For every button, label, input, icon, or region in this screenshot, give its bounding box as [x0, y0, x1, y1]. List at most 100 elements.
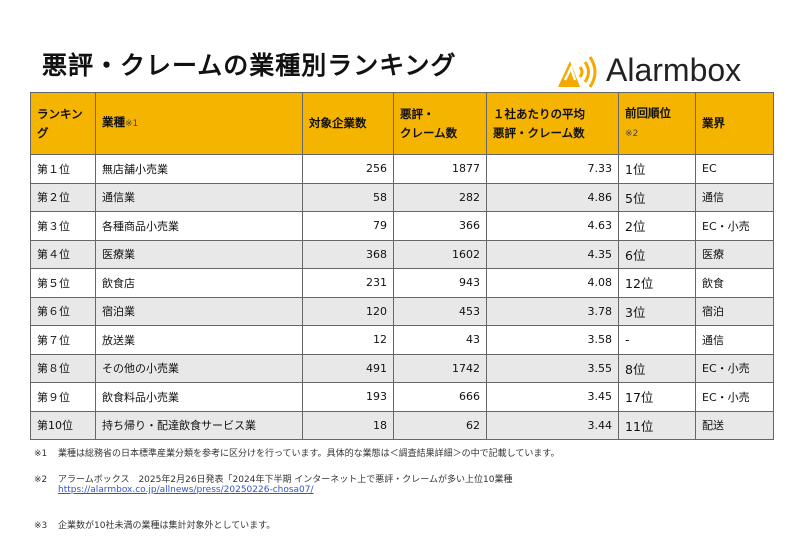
column-header: 対象企業数: [302, 92, 394, 155]
table-row: 第７位 放送業 12 43 3.58- 通信: [30, 325, 774, 355]
table-cell: 366: [393, 211, 487, 241]
table-cell: 第５位: [30, 268, 96, 298]
table-row: 第８位 その他の小売業 491 1742 3.55 8位 EC・小売: [30, 353, 774, 383]
table-cell: 12位: [618, 268, 696, 298]
table-cell: 3.78: [486, 296, 619, 326]
table-cell: 3.58: [486, 325, 619, 355]
table-cell: 1602: [393, 239, 487, 269]
table-cell: 4.35: [486, 239, 619, 269]
column-header: ランキング: [30, 92, 96, 155]
table-cell: EC: [695, 154, 774, 184]
table-cell: 453: [393, 296, 487, 326]
header-note: ※1: [125, 119, 139, 129]
table-cell: 193: [302, 382, 394, 412]
table-cell: EC・小売: [695, 353, 774, 383]
table-cell: 宿泊業: [95, 296, 303, 326]
table-cell: 4.86: [486, 182, 619, 212]
table-cell: 3.44: [486, 410, 619, 440]
note: ※1 業種は総務省の日本標準産業分類を参考に区分けを行っています。具体的な業態は＜…: [34, 446, 559, 459]
header-text: クレーム数: [400, 125, 458, 140]
table-row: 第３位 各種商品小売業 79 366 4.63 2位 EC・小売: [30, 211, 774, 241]
logo-icon: [558, 55, 597, 88]
header-row: ランキング 業種※1 対象企業数 悪評・ クレーム数 １社あたりの平均 悪評・クレーム数 前回…: [30, 92, 774, 155]
table-cell: 飲食料品小売業: [95, 382, 303, 412]
table-cell: EC・小売: [695, 382, 774, 412]
table-cell: -: [618, 325, 696, 355]
header-text: 業界: [702, 116, 725, 130]
header-text: １社あたりの平均: [493, 106, 585, 121]
table-cell: 第１位: [30, 154, 96, 184]
table-cell: 第３位: [30, 211, 96, 241]
table-row: 第５位 飲食店 231 943 4.08 12位 飲食: [30, 268, 774, 298]
table-cell: 宿泊: [695, 296, 774, 326]
table-row: 第９位 飲食料品小売業 193 666 3.45 17位 EC・小売: [30, 382, 774, 412]
table-cell: 1742: [393, 353, 487, 383]
table-cell: 飲食店: [95, 268, 303, 298]
note-text: 業種は総務省の日本標準産業分類を参考に区分けを行っています。具体的な業態は＜調査…: [58, 449, 560, 459]
table-cell: 282: [393, 182, 487, 212]
table-cell: 368: [302, 239, 394, 269]
note: ※2 アラームボックス 2025年2月26日発表「2024年下半期 インターネット…: [34, 472, 513, 495]
header-text: 悪評・クレーム数: [493, 125, 585, 140]
table-cell: 12: [302, 325, 394, 355]
table-cell: 通信: [695, 182, 774, 212]
table-row: 第10位 持ち帰り・配達飲食サービス業 18 62 3.44 11位 配送: [30, 410, 774, 440]
table-cell: 持ち帰り・配達飲食サービス業: [95, 410, 303, 440]
column-header: 業界: [695, 92, 774, 155]
note-text: アラームボックス 2025年2月26日発表「2024年下半期 インターネット上で…: [58, 475, 513, 485]
table-cell: 無店舗小売業: [95, 154, 303, 184]
table-cell: 4.08: [486, 268, 619, 298]
header-text: 対象企業数: [309, 116, 367, 130]
table-cell: 3.55: [486, 353, 619, 383]
table-cell: 231: [302, 268, 394, 298]
table-cell: 17位: [618, 382, 696, 412]
table-cell: 5位: [618, 182, 696, 212]
header-text: 業種: [102, 115, 125, 129]
table-cell: 通信業: [95, 182, 303, 212]
table-cell: 第７位: [30, 325, 96, 355]
logo: Alarmbox: [556, 52, 741, 89]
table-cell: 第２位: [30, 182, 96, 212]
header-text: ランキング: [37, 106, 83, 140]
ranking-table: ランキング 業種※1 対象企業数 悪評・ クレーム数 １社あたりの平均 悪評・クレーム数 前回…: [30, 92, 774, 440]
note-text: 企業数が10社未満の業種は集計対象外としています。: [58, 521, 276, 531]
table-cell: その他の小売業: [95, 353, 303, 383]
table-cell: 第６位: [30, 296, 96, 326]
table-cell: 配送: [695, 410, 774, 440]
table-cell: 3.45: [486, 382, 619, 412]
note: ※3 企業数が10社未満の業種は集計対象外としています。: [34, 518, 275, 531]
table-cell: 2位: [618, 211, 696, 241]
table-cell: 7.33: [486, 154, 619, 184]
column-header: 悪評・ クレーム数: [393, 92, 487, 155]
table-cell: 58: [302, 182, 394, 212]
table-row: 第２位 通信業 58 282 4.86 5位 通信: [30, 182, 774, 212]
note-mark: ※2: [34, 475, 48, 485]
table-cell: 11位: [618, 410, 696, 440]
table-cell: 1位: [618, 154, 696, 184]
header-text: 前回順位: [625, 105, 671, 120]
table-cell: 第４位: [30, 239, 96, 269]
table-row: 第６位 宿泊業 120 453 3.78 3位 宿泊: [30, 296, 774, 326]
logo-text: Alarmbox: [606, 52, 742, 88]
table-cell: 放送業: [95, 325, 303, 355]
table-cell: 4.63: [486, 211, 619, 241]
table-cell: 62: [393, 410, 487, 440]
column-header: 業種※1: [95, 92, 303, 155]
header-note: ※2: [625, 128, 639, 139]
table-cell: 666: [393, 382, 487, 412]
table-cell: 通信: [695, 325, 774, 355]
table-cell: 第10位: [30, 410, 96, 440]
title: 悪評・クレームの業種別ランキング: [42, 51, 457, 80]
column-header: １社あたりの平均 悪評・クレーム数: [486, 92, 619, 155]
table-row: 第１位 無店舗小売業 256 1877 7.33 1位 EC: [30, 154, 774, 184]
table-row: 第４位 医療業 368 1602 4.35 6位 医療: [30, 239, 774, 269]
table-cell: 43: [393, 325, 487, 355]
table-cell: 6位: [618, 239, 696, 269]
note-link[interactable]: https://alarmbox.co.jp/allnews/press/202…: [58, 485, 314, 495]
table-cell: 18: [302, 410, 394, 440]
note-mark: ※1: [34, 449, 48, 459]
table-cell: 256: [302, 154, 394, 184]
table-cell: 943: [393, 268, 487, 298]
table-cell: 医療: [695, 239, 774, 269]
